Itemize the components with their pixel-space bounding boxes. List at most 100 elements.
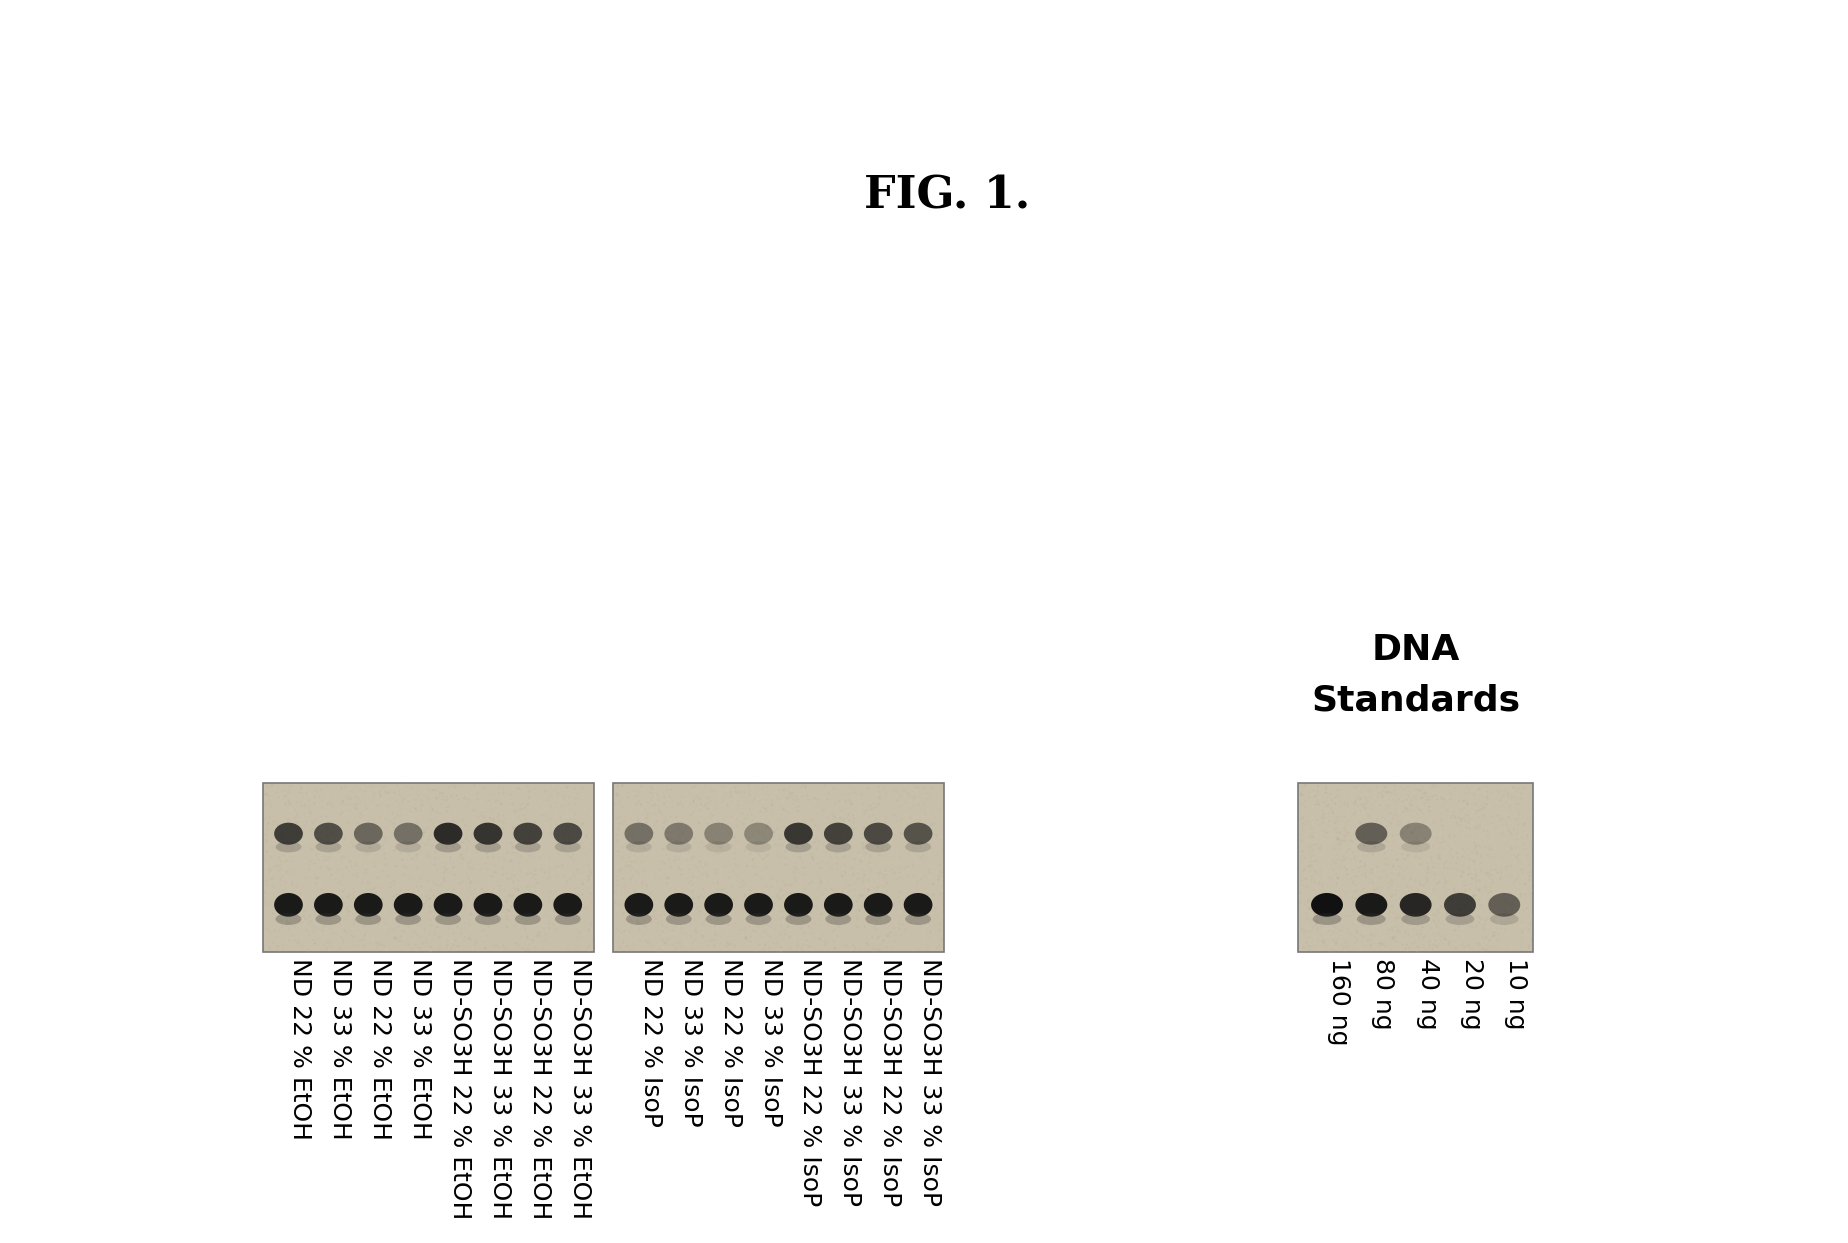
Text: 80 ng: 80 ng bbox=[1371, 958, 1395, 1030]
Text: DNA: DNA bbox=[1371, 634, 1460, 667]
Ellipse shape bbox=[355, 842, 381, 853]
Ellipse shape bbox=[275, 842, 301, 853]
Ellipse shape bbox=[434, 892, 462, 916]
Ellipse shape bbox=[625, 892, 652, 916]
Ellipse shape bbox=[784, 892, 813, 916]
Text: ND-SO3H 22 % IsoP: ND-SO3H 22 % IsoP bbox=[798, 958, 822, 1207]
Ellipse shape bbox=[394, 823, 423, 845]
Ellipse shape bbox=[1356, 842, 1386, 853]
Text: FIG. 1.: FIG. 1. bbox=[865, 174, 1029, 218]
Ellipse shape bbox=[826, 842, 852, 853]
Ellipse shape bbox=[865, 914, 891, 925]
Ellipse shape bbox=[1310, 892, 1343, 916]
Ellipse shape bbox=[1399, 823, 1432, 845]
Ellipse shape bbox=[904, 892, 933, 916]
Ellipse shape bbox=[1399, 892, 1432, 916]
Ellipse shape bbox=[626, 842, 652, 853]
Ellipse shape bbox=[314, 823, 342, 845]
Ellipse shape bbox=[706, 842, 732, 853]
Ellipse shape bbox=[475, 914, 501, 925]
Ellipse shape bbox=[514, 823, 541, 845]
Text: 10 ng: 10 ng bbox=[1504, 958, 1528, 1030]
Ellipse shape bbox=[516, 842, 541, 853]
Ellipse shape bbox=[1488, 892, 1521, 916]
Ellipse shape bbox=[1355, 892, 1388, 916]
Ellipse shape bbox=[906, 842, 931, 853]
Ellipse shape bbox=[274, 892, 303, 916]
Ellipse shape bbox=[665, 914, 691, 925]
Ellipse shape bbox=[826, 914, 852, 925]
Text: 40 ng: 40 ng bbox=[1416, 958, 1440, 1030]
Ellipse shape bbox=[1401, 914, 1430, 925]
Ellipse shape bbox=[473, 892, 503, 916]
Ellipse shape bbox=[554, 914, 580, 925]
Ellipse shape bbox=[824, 892, 852, 916]
Ellipse shape bbox=[785, 914, 811, 925]
Ellipse shape bbox=[863, 892, 893, 916]
Text: ND 22 % EtOH: ND 22 % EtOH bbox=[368, 958, 392, 1140]
Ellipse shape bbox=[704, 823, 734, 845]
Ellipse shape bbox=[434, 842, 460, 853]
Ellipse shape bbox=[395, 842, 421, 853]
Ellipse shape bbox=[745, 892, 772, 916]
Bar bbox=[262, 783, 593, 952]
Text: ND 33 % EtOH: ND 33 % EtOH bbox=[329, 958, 353, 1140]
Ellipse shape bbox=[1401, 842, 1430, 853]
Bar bbox=[1299, 783, 1534, 952]
Ellipse shape bbox=[275, 914, 301, 925]
Ellipse shape bbox=[1489, 914, 1519, 925]
Ellipse shape bbox=[434, 914, 460, 925]
Text: ND 22 % IsoP: ND 22 % IsoP bbox=[719, 958, 743, 1127]
Ellipse shape bbox=[394, 892, 423, 916]
Text: ND 33 % IsoP: ND 33 % IsoP bbox=[758, 958, 782, 1127]
Ellipse shape bbox=[745, 842, 771, 853]
Ellipse shape bbox=[1312, 914, 1342, 925]
Ellipse shape bbox=[553, 823, 582, 845]
Ellipse shape bbox=[434, 823, 462, 845]
Ellipse shape bbox=[625, 823, 652, 845]
Text: Standards: Standards bbox=[1310, 684, 1521, 717]
Text: ND-SO3H 33 % IsoP: ND-SO3H 33 % IsoP bbox=[918, 958, 942, 1207]
Ellipse shape bbox=[355, 892, 383, 916]
Text: ND-SO3H 22 % IsoP: ND-SO3H 22 % IsoP bbox=[878, 958, 902, 1207]
Ellipse shape bbox=[784, 823, 813, 845]
Ellipse shape bbox=[1355, 823, 1388, 845]
Text: ND-SO3H 33 % EtOH: ND-SO3H 33 % EtOH bbox=[567, 958, 591, 1219]
Ellipse shape bbox=[316, 842, 342, 853]
Ellipse shape bbox=[473, 823, 503, 845]
Text: ND 33 % IsoP: ND 33 % IsoP bbox=[678, 958, 702, 1127]
Text: ND 22 % IsoP: ND 22 % IsoP bbox=[639, 958, 663, 1127]
Ellipse shape bbox=[1445, 914, 1475, 925]
Ellipse shape bbox=[745, 823, 772, 845]
Ellipse shape bbox=[554, 842, 580, 853]
Text: 20 ng: 20 ng bbox=[1460, 958, 1484, 1030]
Ellipse shape bbox=[355, 823, 383, 845]
Ellipse shape bbox=[514, 892, 541, 916]
Text: 160 ng: 160 ng bbox=[1327, 958, 1351, 1045]
Ellipse shape bbox=[665, 842, 691, 853]
Text: ND 33 % EtOH: ND 33 % EtOH bbox=[408, 958, 432, 1140]
Text: ND-SO3H 33 % EtOH: ND-SO3H 33 % EtOH bbox=[488, 958, 512, 1219]
Ellipse shape bbox=[475, 842, 501, 853]
Ellipse shape bbox=[704, 892, 734, 916]
Ellipse shape bbox=[316, 914, 342, 925]
Ellipse shape bbox=[665, 823, 693, 845]
Text: ND-SO3H 22 % EtOH: ND-SO3H 22 % EtOH bbox=[529, 958, 553, 1219]
Ellipse shape bbox=[314, 892, 342, 916]
Text: ND-SO3H 22 % EtOH: ND-SO3H 22 % EtOH bbox=[447, 958, 471, 1219]
Ellipse shape bbox=[626, 914, 652, 925]
Ellipse shape bbox=[1356, 914, 1386, 925]
Ellipse shape bbox=[863, 823, 893, 845]
Ellipse shape bbox=[665, 892, 693, 916]
Bar bbox=[614, 783, 944, 952]
Ellipse shape bbox=[906, 914, 931, 925]
Ellipse shape bbox=[745, 914, 771, 925]
Ellipse shape bbox=[824, 823, 852, 845]
Ellipse shape bbox=[706, 914, 732, 925]
Text: ND 22 % EtOH: ND 22 % EtOH bbox=[288, 958, 312, 1140]
Ellipse shape bbox=[395, 914, 421, 925]
Ellipse shape bbox=[553, 892, 582, 916]
Ellipse shape bbox=[516, 914, 541, 925]
Ellipse shape bbox=[865, 842, 891, 853]
Ellipse shape bbox=[1443, 892, 1477, 916]
